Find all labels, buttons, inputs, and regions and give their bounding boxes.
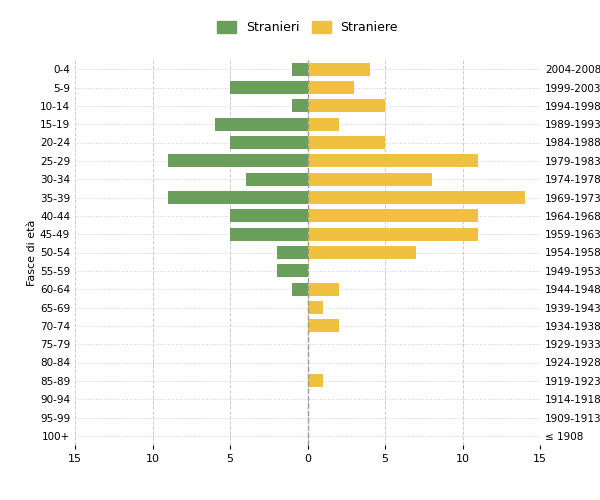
Bar xyxy=(308,374,323,387)
Bar xyxy=(308,210,478,222)
Bar xyxy=(292,100,308,112)
Bar xyxy=(308,283,338,296)
Bar xyxy=(277,264,308,277)
Bar xyxy=(245,173,308,186)
Bar xyxy=(308,191,524,204)
Bar xyxy=(230,136,308,149)
Bar xyxy=(308,136,385,149)
Bar xyxy=(308,228,478,240)
Bar xyxy=(292,63,308,76)
Bar xyxy=(215,118,308,130)
Bar xyxy=(168,191,308,204)
Bar xyxy=(230,210,308,222)
Y-axis label: Fasce di età: Fasce di età xyxy=(27,220,37,286)
Bar xyxy=(308,320,338,332)
Bar xyxy=(308,63,370,76)
Bar xyxy=(230,81,308,94)
Bar xyxy=(308,246,416,259)
Bar xyxy=(308,301,323,314)
Bar xyxy=(308,100,385,112)
Bar xyxy=(230,228,308,240)
Bar xyxy=(308,154,478,167)
Bar xyxy=(308,81,354,94)
Bar xyxy=(292,283,308,296)
Bar xyxy=(308,118,338,130)
Bar xyxy=(168,154,308,167)
Bar xyxy=(277,246,308,259)
Legend: Stranieri, Straniere: Stranieri, Straniere xyxy=(212,16,403,39)
Bar xyxy=(308,173,431,186)
